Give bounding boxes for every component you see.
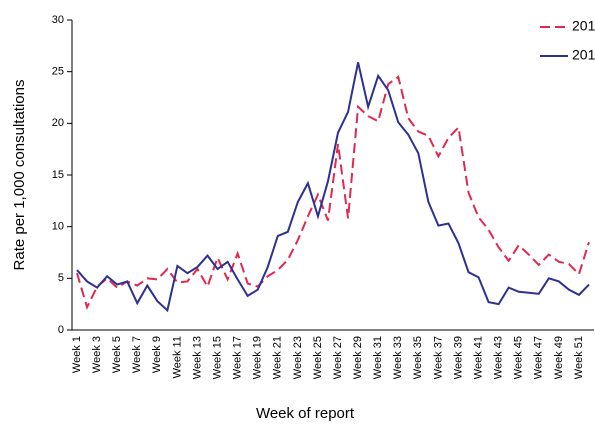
legend-label: 2011 xyxy=(572,18,595,34)
y-tick-label: 25 xyxy=(52,66,64,78)
x-tick-label: Week 41 xyxy=(472,336,484,379)
x-tick-label: Week 43 xyxy=(493,336,505,379)
y-tick-label: 30 xyxy=(52,14,64,26)
line-series xyxy=(76,75,590,311)
x-tick-label: Week 31 xyxy=(372,336,384,379)
x-tick-label: Week 35 xyxy=(412,336,424,379)
y-axis-title: Rate per 1,000 consultations xyxy=(11,80,28,271)
x-tick-label: Week 45 xyxy=(513,336,525,379)
x-tick-label: Week 17 xyxy=(232,336,244,379)
y-tick-label: 10 xyxy=(52,221,64,233)
x-tick-label: Week 11 xyxy=(171,336,183,378)
x-tick-label: Week 19 xyxy=(252,336,264,379)
x-tick-label: Week 33 xyxy=(392,336,404,379)
x-tick-label: Week 3 xyxy=(91,336,103,373)
x-tick-label: Week 29 xyxy=(352,336,364,379)
x-tick-label: Week 51 xyxy=(573,336,585,379)
x-tick-label: Week 39 xyxy=(452,336,464,379)
x-tick-label: Week 9 xyxy=(151,336,163,373)
x-tick-label: Week 27 xyxy=(332,336,344,379)
x-tick-label: Week 23 xyxy=(292,336,304,379)
x-tick-label: Week 37 xyxy=(432,336,444,379)
y-tick-label: 15 xyxy=(52,169,64,181)
x-tick-label: Week 5 xyxy=(111,336,123,373)
x-tick-label: Week 15 xyxy=(211,336,223,379)
y-tick-label: 20 xyxy=(52,117,64,129)
x-tick-label: Week 21 xyxy=(272,336,284,379)
x-tick-label: Week 47 xyxy=(533,336,545,379)
x-tick-label: Week 49 xyxy=(553,336,565,379)
x-tick-label: Week 1 xyxy=(71,336,83,373)
line-series xyxy=(76,62,590,313)
x-tick-label: Week 13 xyxy=(191,336,203,379)
y-tick-label: 5 xyxy=(58,272,64,284)
x-axis-title: Week of report xyxy=(256,405,355,422)
x-tick-label: Week 7 xyxy=(131,336,143,373)
y-tick-label: 0 xyxy=(58,324,64,336)
x-tick-label: Week 25 xyxy=(312,336,324,379)
